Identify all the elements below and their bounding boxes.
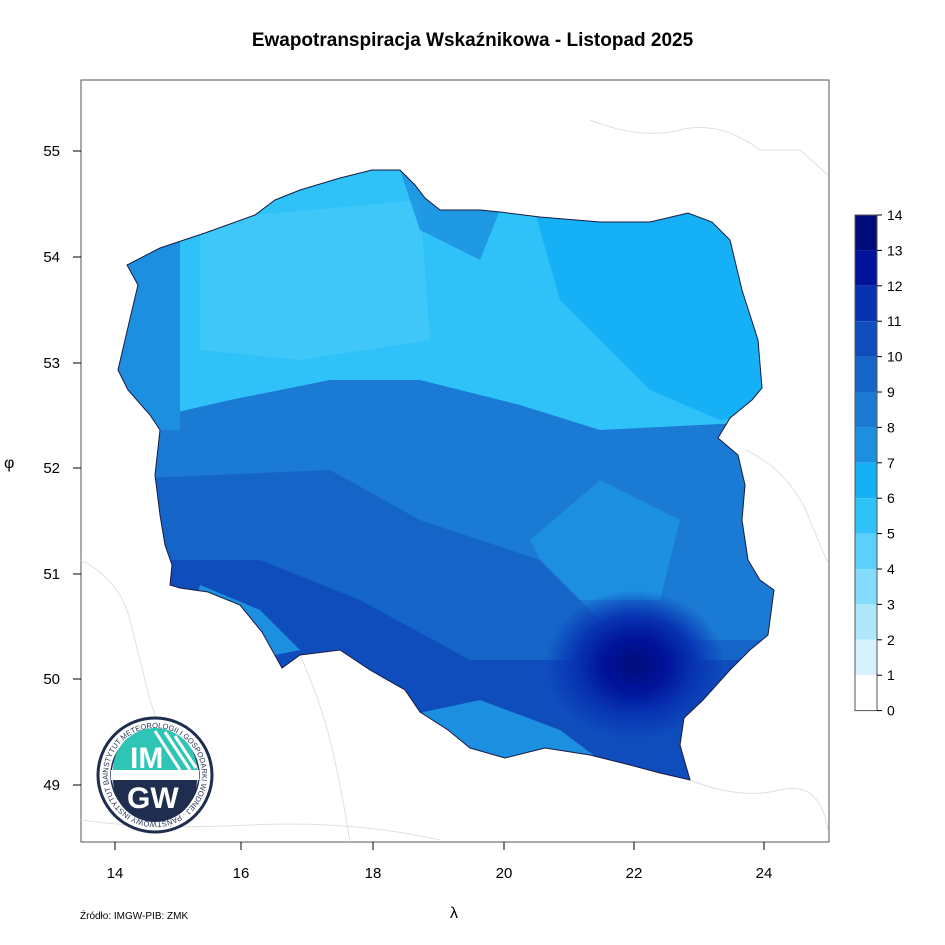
legend-label: 7 [887,455,895,471]
legend-label: 9 [887,384,895,400]
legend-swatch [855,285,877,322]
map-title: Ewapotranspiracja Wskaźnikowa - Listopad… [251,30,694,51]
legend-swatch [855,250,877,286]
y-tick-50: 50 [43,671,60,688]
legend-swatch [855,569,877,605]
legend-label: 5 [887,526,895,542]
x-tick-labels: 14 16 18 20 22 24 [107,865,773,882]
legend-label: 3 [887,596,895,612]
legend-label: 4 [887,561,895,577]
y-tick-54: 54 [43,249,60,266]
legend-label: 6 [887,490,895,506]
y-tick-55: 55 [43,143,60,160]
legend-swatch [855,215,877,251]
x-tick-20: 20 [496,865,513,882]
legend-swatch [855,675,877,711]
legend-label: 11 [887,313,902,329]
source-note: Źródło: IMGW-PIB: ZMK [80,911,189,922]
y-tick-52: 52 [43,460,60,477]
legend-swatch [855,498,877,534]
legend-label: 8 [887,419,895,435]
x-tick-18: 18 [365,865,382,882]
legend-swatch [855,427,877,463]
x-tick-22: 22 [626,865,643,882]
y-tick-labels: 55 54 53 52 51 50 49 [43,143,60,794]
legend-swatch [855,604,877,640]
x-tick-14: 14 [107,865,124,882]
x-axis-label: λ [450,905,458,922]
logo-text-bottom: GW [127,782,179,815]
legend-label: 1 [887,667,895,683]
x-tick-24: 24 [756,865,773,882]
axis-ticks [73,150,765,850]
legend-swatch [855,462,877,499]
legend-swatch [855,533,877,569]
y-tick-51: 51 [43,566,60,583]
legend-swatch [855,392,877,428]
legend-label: 10 [887,349,903,365]
legend-label: 2 [887,632,895,648]
legend-swatch [855,639,877,676]
y-tick-49: 49 [43,777,60,794]
x-tick-16: 16 [233,865,250,882]
y-tick-53: 53 [43,355,60,372]
legend-swatch [855,356,877,392]
legend-label: 13 [887,242,903,258]
legend-label: 14 [887,207,903,223]
legend-label: 12 [887,278,903,294]
y-axis-label: φ [4,455,15,472]
legend-swatch [855,321,877,357]
logo-text-top: IM [130,742,163,775]
legend-label: 0 [887,703,895,719]
